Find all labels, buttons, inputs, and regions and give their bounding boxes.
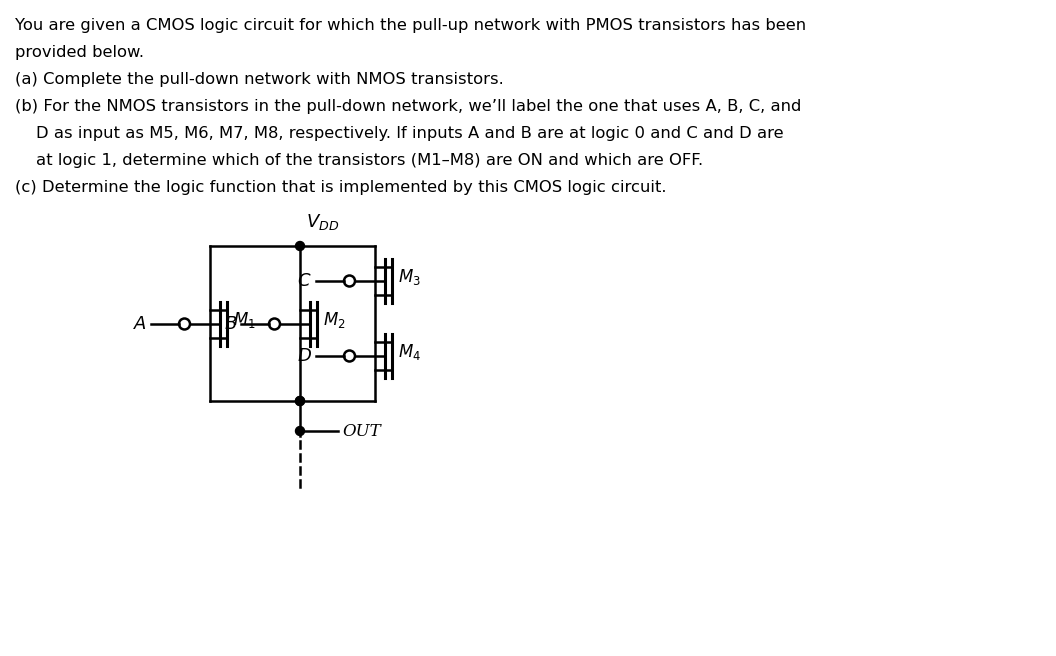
Text: $M_1$: $M_1$ bbox=[233, 310, 256, 330]
Circle shape bbox=[296, 426, 304, 436]
Circle shape bbox=[296, 241, 304, 251]
Circle shape bbox=[296, 396, 304, 405]
Text: You are given a CMOS logic circuit for which the pull-up network with PMOS trans: You are given a CMOS logic circuit for w… bbox=[15, 18, 806, 33]
Text: (a) Complete the pull-down network with NMOS transistors.: (a) Complete the pull-down network with … bbox=[15, 72, 504, 87]
Text: (b) For the NMOS transistors in the pull-down network, we’ll label the one that : (b) For the NMOS transistors in the pull… bbox=[15, 99, 802, 114]
Text: OUT: OUT bbox=[342, 422, 381, 440]
Text: $M_2$: $M_2$ bbox=[323, 310, 345, 330]
Text: provided below.: provided below. bbox=[15, 45, 144, 60]
Text: D as input as M5, M6, M7, M8, respectively. If inputs A and B are at logic 0 and: D as input as M5, M6, M7, M8, respective… bbox=[15, 126, 784, 141]
Text: $M_3$: $M_3$ bbox=[398, 267, 421, 287]
Circle shape bbox=[296, 396, 304, 405]
Text: $C$: $C$ bbox=[298, 272, 312, 290]
Text: $V_{DD}$: $V_{DD}$ bbox=[306, 212, 339, 232]
Text: $D$: $D$ bbox=[297, 347, 312, 365]
Text: at logic 1, determine which of the transistors (M1–M8) are ON and which are OFF.: at logic 1, determine which of the trans… bbox=[15, 153, 703, 168]
Text: $B$: $B$ bbox=[224, 315, 237, 333]
Text: $M_4$: $M_4$ bbox=[398, 342, 421, 362]
Text: $A$: $A$ bbox=[133, 315, 147, 333]
Text: (c) Determine the logic function that is implemented by this CMOS logic circuit.: (c) Determine the logic function that is… bbox=[15, 180, 666, 195]
